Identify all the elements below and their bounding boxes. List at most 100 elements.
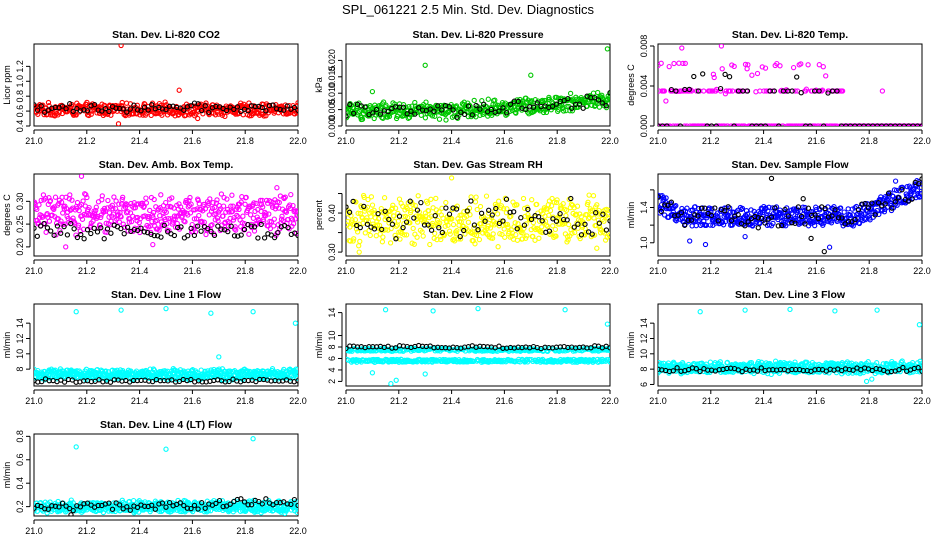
data-point: [558, 205, 565, 211]
data-point: [855, 206, 862, 213]
data-point: [606, 207, 610, 214]
data-point: [347, 101, 353, 108]
data-point: [802, 221, 808, 227]
data-point: [777, 207, 783, 213]
data-point: [292, 230, 298, 236]
data-point: [495, 244, 501, 250]
data-point: [477, 203, 484, 210]
data-point: [217, 207, 223, 213]
x-tick-label: 21.6: [496, 136, 514, 146]
data-point: [56, 200, 62, 207]
data-point: [196, 212, 202, 219]
data-point: [585, 229, 592, 235]
data-point: [704, 123, 710, 126]
data-point: [670, 123, 676, 126]
data-point: [404, 111, 410, 117]
data-point: [500, 105, 506, 111]
data-point: [709, 123, 715, 126]
data-point: [187, 210, 194, 216]
data-point: [822, 205, 828, 212]
data-point: [481, 221, 487, 227]
x-tick-label: 21.0: [337, 396, 355, 406]
y-tick-label: 12: [15, 333, 25, 343]
x-tick-label: 21.6: [184, 266, 202, 276]
data-point: [583, 229, 589, 236]
data-point: [758, 123, 764, 126]
data-point: [658, 60, 664, 66]
data-point: [607, 232, 610, 238]
data-point: [722, 208, 728, 214]
data-point: [268, 219, 275, 225]
data-point: [226, 378, 232, 385]
data-point: [571, 224, 577, 230]
data-point: [182, 219, 188, 225]
data-point: [91, 101, 98, 108]
data-point: [712, 205, 718, 211]
data-point: [512, 220, 518, 226]
data-point: [728, 218, 735, 224]
data-point: [513, 110, 519, 116]
data-point: [803, 86, 810, 92]
data-point: [523, 106, 529, 113]
data-point: [393, 236, 399, 242]
data-point: [241, 221, 248, 227]
data-point: [849, 206, 855, 212]
data-point: [719, 219, 726, 225]
data-point: [700, 221, 706, 228]
data-point: [400, 104, 407, 110]
data-point: [154, 217, 160, 224]
data-point: [165, 204, 171, 210]
data-point: [378, 205, 384, 212]
data-point: [161, 222, 167, 228]
data-point: [227, 104, 233, 110]
data-point: [698, 205, 705, 211]
data-point: [371, 207, 377, 213]
data-point: [472, 199, 479, 205]
data-point: [67, 101, 73, 107]
data-point: [755, 215, 761, 221]
data-point: [438, 236, 444, 243]
data-point: [75, 222, 82, 228]
points-group: [346, 175, 610, 255]
data-point: [38, 197, 44, 204]
y-tick-label: 0.020: [327, 49, 337, 72]
data-point: [118, 225, 124, 232]
data-point: [691, 73, 697, 80]
data-point: [815, 215, 822, 222]
data-point: [547, 346, 553, 352]
data-point: [753, 123, 760, 126]
data-point: [702, 241, 709, 248]
data-point: [852, 216, 858, 223]
data-point: [415, 193, 421, 199]
y-axis-label: degrees C: [2, 194, 12, 236]
data-point: [471, 222, 478, 228]
data-point: [549, 195, 555, 202]
data-point: [816, 88, 822, 94]
data-point: [449, 216, 455, 222]
data-point: [582, 221, 588, 227]
data-point: [875, 200, 882, 206]
data-point: [389, 205, 395, 211]
data-point: [722, 91, 729, 97]
data-point: [507, 101, 514, 107]
data-point: [916, 181, 922, 187]
y-tick-label: 0.8: [15, 90, 25, 103]
data-point: [185, 233, 191, 239]
x-tick-label: 21.2: [390, 266, 408, 276]
data-point: [553, 218, 560, 224]
data-point: [917, 193, 922, 200]
data-point: [739, 205, 746, 212]
data-point: [542, 100, 548, 107]
data-point: [346, 204, 349, 210]
data-point: [40, 214, 46, 220]
data-point: [771, 88, 777, 94]
data-point: [105, 197, 111, 204]
data-point: [518, 215, 524, 221]
data-point: [215, 218, 221, 224]
data-point: [125, 209, 131, 215]
data-point: [150, 214, 156, 220]
data-point: [560, 201, 566, 207]
data-point: [373, 106, 380, 113]
data-point: [520, 195, 527, 202]
data-point: [93, 207, 99, 214]
